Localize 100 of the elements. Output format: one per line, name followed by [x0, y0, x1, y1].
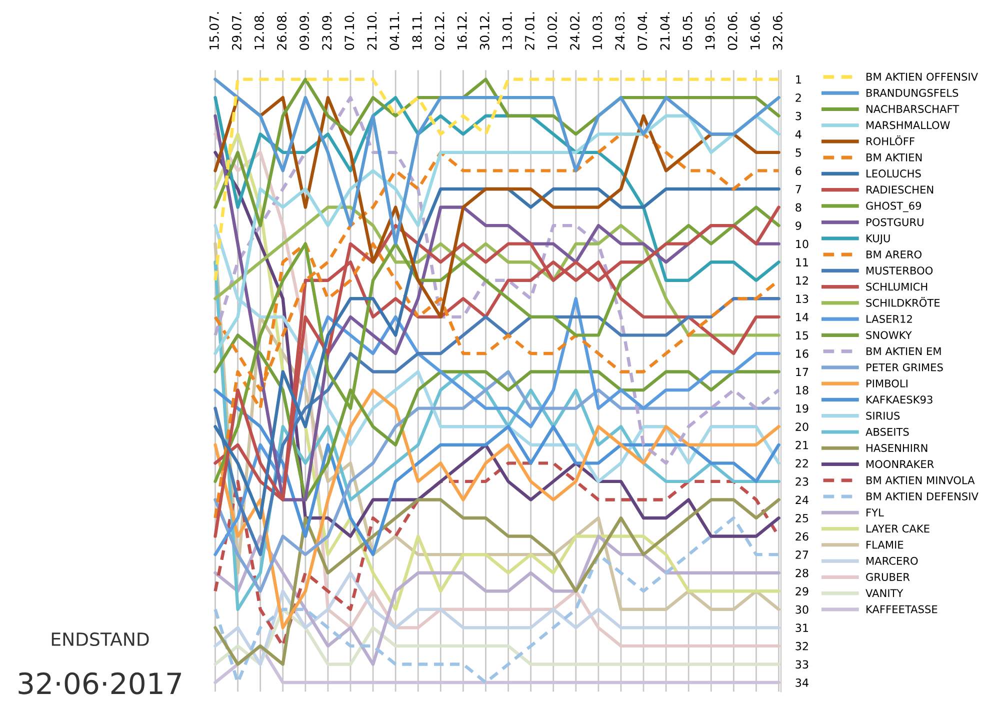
- y-tick-label: 24: [796, 496, 808, 504]
- legend-label: SCHLUMICH: [866, 282, 928, 291]
- x-tick-label: 13.01.: [502, 12, 512, 50]
- x-tick-label: 26.08.: [277, 12, 286, 50]
- legend-label: NACHBARSCHAFT: [866, 105, 960, 114]
- legend-label: BM ARERO: [866, 250, 922, 258]
- line-series: [214, 571, 780, 666]
- legend-label: HASENHIRN: [866, 444, 928, 452]
- x-tick-label: 27.01.: [524, 12, 534, 50]
- legend-label: MARSHMALLOW: [866, 121, 950, 130]
- y-tick-label: 28: [796, 568, 808, 578]
- legend-label: BRANDUNGSFELS: [866, 88, 958, 97]
- y-tick-label: 26: [796, 532, 808, 541]
- x-tick-label: 04.11.: [390, 12, 400, 50]
- legend-label: MARCERO: [866, 556, 918, 565]
- y-tick-label: 1: [796, 75, 801, 84]
- x-tick-label: 21.04.: [660, 12, 670, 50]
- y-tick-label: 18: [796, 386, 808, 394]
- y-tick-label: 22: [796, 459, 808, 468]
- x-tick-label: 16.06.: [750, 12, 760, 50]
- legend-label: BM AKTIEN MINVOLA: [866, 476, 975, 484]
- y-tick-label: 6: [796, 166, 802, 176]
- x-tick-label: 12.08.: [254, 12, 264, 50]
- y-tick-label: 32: [796, 642, 808, 650]
- legend-label: LEOLUCHS: [866, 170, 921, 178]
- y-tick-label: 25: [796, 514, 808, 522]
- x-tick-label: 15.07.: [209, 12, 219, 50]
- y-tick-label: 7: [796, 185, 802, 194]
- y-tick-label: 33: [796, 660, 808, 669]
- legend-label: ABSEITS: [866, 428, 909, 436]
- text: 32·06·2017: [18, 672, 182, 694]
- legend-label: LAYER CAKE: [866, 524, 930, 533]
- y-tick-label: 20: [796, 422, 808, 431]
- legend-label: MUSTERBOO: [866, 266, 933, 275]
- legend-label: BM AKTIEN OFFENSIV: [866, 72, 978, 81]
- x-tick-label: 21.10.: [367, 12, 377, 50]
- x-tick-label: 30.12.: [480, 12, 490, 50]
- x-tick-label: 32.06.: [772, 12, 782, 50]
- x-tick-label: 16.12.: [457, 12, 467, 50]
- x-tick-label: 05.05.: [682, 12, 692, 50]
- y-tick-label: 19: [796, 404, 808, 413]
- y-tick-label: 9: [796, 222, 802, 230]
- legend-label: BM AKTIEN: [866, 154, 922, 162]
- y-tick-label: 12: [796, 276, 808, 285]
- x-tick-label: 29.07.: [232, 12, 242, 50]
- line-series: [214, 498, 780, 666]
- legend-label: SNOWKY: [866, 331, 912, 340]
- legend-label: LASER12: [866, 314, 912, 323]
- y-tick-label: 29: [796, 587, 808, 596]
- x-tick-label: 10.02.: [548, 12, 557, 50]
- y-tick-label: 16: [796, 349, 808, 358]
- x-tick-label: 24.02.: [570, 12, 580, 50]
- legend-label: BM AKTIEN EM: [866, 347, 941, 356]
- legend-label: VANITY: [866, 589, 904, 597]
- line-series: [214, 516, 780, 684]
- legend-label: KUJU: [866, 234, 890, 244]
- y-tick-label: 14: [796, 313, 808, 322]
- y-tick-label: 8: [796, 203, 802, 212]
- y-tick-label: 30: [796, 605, 808, 614]
- line-series: [214, 388, 780, 630]
- x-tick-label: 24.03.: [615, 12, 625, 50]
- text: ENDSTAND: [52, 632, 149, 646]
- legend-label: GHOST_69: [866, 202, 922, 212]
- y-tick-label: 31: [796, 624, 808, 632]
- y-tick-label: 27: [796, 550, 808, 559]
- legend-label: RADIESCHEN: [866, 186, 934, 194]
- legend-label: SIRIUS: [866, 412, 900, 420]
- line-series: [214, 370, 780, 593]
- x-tick-label: 02.06.: [728, 12, 738, 50]
- legend-label: PETER GRIMES: [866, 363, 943, 372]
- y-tick-label: 21: [796, 440, 808, 450]
- legend-label: GRUBER: [866, 572, 910, 581]
- x-tick-label: 18.11.: [412, 12, 422, 50]
- legend-label: BM AKTIEN DEFENSIV: [866, 492, 978, 500]
- y-tick-label: 23: [796, 477, 808, 486]
- x-tick-label: 23.09.: [322, 12, 332, 50]
- y-tick-label: 5: [796, 148, 801, 157]
- legend-label: POSTGURU: [866, 218, 924, 226]
- legend-label: PIMBOLI: [866, 379, 908, 388]
- y-tick-label: 17: [796, 368, 808, 376]
- legend-label: ROHLÖFF: [866, 135, 914, 146]
- x-tick-label: 07.10.: [344, 12, 354, 50]
- y-tick-label: 10: [796, 240, 808, 248]
- legend-label: MOONRAKER: [866, 460, 934, 468]
- y-tick-label: 4: [795, 130, 802, 138]
- x-tick-label: 19.05.: [705, 12, 715, 50]
- y-tick-label: 13: [796, 294, 808, 304]
- line-series: [214, 608, 780, 666]
- x-tick-label: 02.12.: [434, 12, 444, 50]
- legend-label: SCHILDKRÖTE: [866, 297, 940, 307]
- y-tick-label: 34: [796, 678, 808, 687]
- x-tick-label: 07.04.: [638, 12, 648, 50]
- y-tick-label: 11: [796, 258, 808, 266]
- legend-label: KAFFEETASSE: [866, 605, 938, 614]
- legend-label: FLAMIE: [866, 540, 904, 549]
- y-tick-label: 15: [796, 331, 808, 340]
- x-tick-label: 09.09.: [300, 12, 310, 50]
- x-tick-label: 10.03.: [592, 12, 602, 50]
- legend-label: FYL: [866, 508, 884, 516]
- legend-label: KAFKAESK93: [866, 396, 932, 404]
